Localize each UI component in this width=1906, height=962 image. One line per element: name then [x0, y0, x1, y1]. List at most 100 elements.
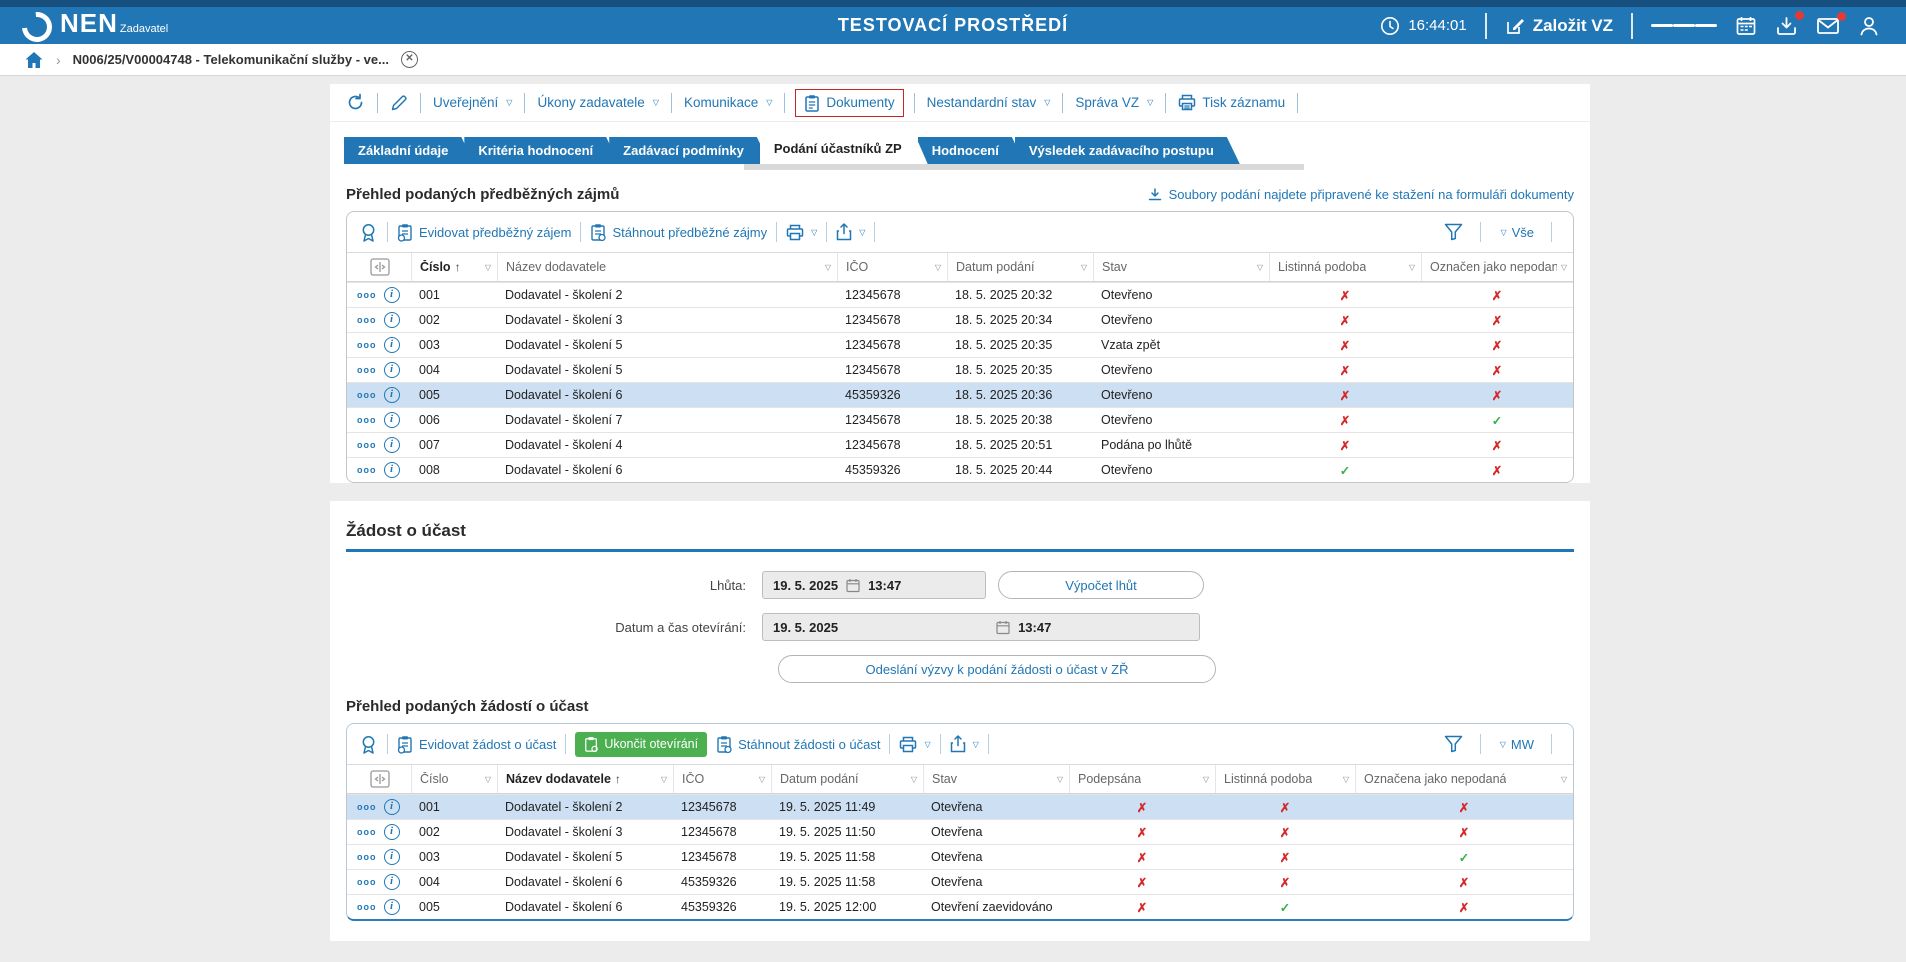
- action-bar-item[interactable]: Dokumenty: [795, 88, 904, 117]
- stahnout-zajmy-button[interactable]: Stáhnout předběžné zájmy: [590, 223, 767, 242]
- ukoncit-otevirani-button[interactable]: Ukončit otevírání: [575, 731, 708, 757]
- action-bar-item[interactable]: Úkony zadavatele ▽: [535, 91, 660, 114]
- column-filter-icon[interactable]: ▽: [1342, 774, 1349, 784]
- award-icon[interactable]: [359, 734, 378, 755]
- action-bar-item[interactable]: Komunikace ▽: [682, 91, 774, 114]
- row-info-icon[interactable]: i: [383, 874, 400, 890]
- tab[interactable]: Výsledek zadávacího postupu: [1015, 137, 1240, 164]
- row-menu-icon[interactable]: ooo: [357, 877, 377, 887]
- table1-column-header[interactable]: Listinná podoba ▽: [1269, 253, 1421, 281]
- table-row[interactable]: ooo i 007 Dodavatel - školení 4 12345678…: [347, 432, 1573, 457]
- filter-scope-selector[interactable]: ▽ MW: [1498, 737, 1534, 752]
- action-bar-item[interactable]: Nestandardní stav ▽: [925, 91, 1053, 114]
- print-table-button[interactable]: ▽: [899, 736, 931, 753]
- table-row[interactable]: ooo i 006 Dodavatel - školení 7 12345678…: [347, 407, 1573, 432]
- filter-scope-selector[interactable]: ▽ Vše: [1498, 225, 1534, 240]
- row-menu-icon[interactable]: ooo: [357, 390, 377, 400]
- download-note-link[interactable]: Soubory podání najdete připravené ke sta…: [1147, 187, 1574, 203]
- table-row[interactable]: ooo i 005 Dodavatel - školení 6 45359326…: [347, 382, 1573, 407]
- column-filter-icon[interactable]: ▽: [660, 774, 667, 784]
- nen-logo[interactable]: NEN Zadavatel: [15, 5, 168, 48]
- print-table-button[interactable]: ▽: [786, 224, 817, 241]
- refresh-button[interactable]: [344, 89, 367, 116]
- tab[interactable]: Hodnocení: [918, 137, 1025, 164]
- column-filter-icon[interactable]: ▽: [910, 774, 917, 784]
- close-tab-icon[interactable]: ✕: [400, 51, 418, 68]
- table-row[interactable]: ooo i 003 Dodavatel - školení 5 12345678…: [347, 332, 1573, 357]
- row-info-icon[interactable]: i: [383, 437, 400, 453]
- row-info-icon[interactable]: i: [383, 849, 400, 865]
- table2-column-header[interactable]: Podepsána ▽: [1069, 765, 1215, 793]
- column-filter-icon[interactable]: ▽: [1080, 262, 1087, 272]
- action-bar-item[interactable]: Uveřejnění ▽: [431, 91, 514, 114]
- row-info-icon[interactable]: i: [383, 312, 400, 328]
- tab[interactable]: Podání účastníků ZP: [760, 134, 928, 164]
- row-menu-icon[interactable]: ooo: [357, 827, 377, 837]
- row-info-icon[interactable]: i: [383, 899, 400, 915]
- evidovat-zajem-button[interactable]: Evidovat předběžný zájem: [397, 223, 571, 242]
- row-menu-icon[interactable]: ooo: [357, 315, 377, 325]
- export-table-button[interactable]: ▽: [836, 223, 865, 241]
- row-info-icon[interactable]: i: [383, 287, 400, 303]
- action-bar-item[interactable]: Správa VZ ▽: [1073, 91, 1155, 114]
- row-info-icon[interactable]: i: [383, 799, 400, 815]
- table1-column-header[interactable]: Číslo ↑ ▽: [411, 253, 497, 281]
- stahnout-zadosti-button[interactable]: Stáhnout žádosti o účast: [716, 735, 880, 754]
- table-row[interactable]: ooo i 003 Dodavatel - školení 5 12345678…: [347, 844, 1573, 869]
- row-menu-icon[interactable]: ooo: [357, 365, 377, 375]
- table2-column-header[interactable]: Číslo ▽: [411, 765, 497, 793]
- column-settings-header[interactable]: [347, 253, 411, 281]
- table-row[interactable]: ooo i 002 Dodavatel - školení 3 12345678…: [347, 819, 1573, 844]
- export-table-button[interactable]: ▽: [950, 735, 979, 753]
- award-icon[interactable]: [359, 222, 378, 243]
- user-profile-icon[interactable]: [1858, 15, 1880, 37]
- table-row[interactable]: ooo i 004 Dodavatel - školení 5 12345678…: [347, 357, 1573, 382]
- row-menu-icon[interactable]: ooo: [357, 340, 377, 350]
- downloads-icon[interactable]: [1775, 10, 1804, 37]
- messages-icon[interactable]: [1816, 11, 1846, 36]
- row-menu-icon[interactable]: ooo: [357, 802, 377, 812]
- column-filter-icon[interactable]: ▽: [1256, 262, 1263, 272]
- column-filter-icon[interactable]: ▽: [484, 262, 491, 272]
- filter-icon[interactable]: [1444, 223, 1463, 241]
- column-filter-icon[interactable]: ▽: [758, 774, 765, 784]
- column-filter-icon[interactable]: ▽: [1202, 774, 1209, 784]
- tab[interactable]: Zadávací podmínky: [609, 137, 770, 164]
- table-row[interactable]: ooo i 004 Dodavatel - školení 6 45359326…: [347, 869, 1573, 894]
- home-icon[interactable]: [24, 50, 44, 70]
- column-filter-icon[interactable]: ▽: [1056, 774, 1063, 784]
- filter-icon[interactable]: [1444, 735, 1463, 753]
- odeslani-vyzvy-button[interactable]: Odeslání výzvy k podání žádosti o účast …: [778, 655, 1216, 683]
- row-info-icon[interactable]: i: [383, 337, 400, 353]
- table1-column-header[interactable]: IČO ▽: [837, 253, 947, 281]
- column-filter-icon[interactable]: ▽: [1408, 262, 1415, 272]
- row-menu-icon[interactable]: ooo: [357, 852, 377, 862]
- tab[interactable]: Základní údaje: [344, 137, 474, 164]
- table-row[interactable]: ooo i 002 Dodavatel - školení 3 12345678…: [347, 307, 1573, 332]
- table1-column-header[interactable]: Datum podání ▽: [947, 253, 1093, 281]
- lhuta-input-group[interactable]: 19. 5. 2025 13:47: [762, 571, 986, 599]
- table2-column-header[interactable]: Název dodavatele ↑ ▽: [497, 765, 673, 793]
- column-filter-icon[interactable]: ▽: [824, 262, 831, 272]
- row-info-icon[interactable]: i: [383, 412, 400, 428]
- calendar-icon[interactable]: [1735, 15, 1757, 37]
- row-menu-icon[interactable]: ooo: [357, 440, 377, 450]
- column-filter-icon[interactable]: ▽: [934, 262, 941, 272]
- row-menu-icon[interactable]: ooo: [357, 465, 377, 475]
- row-info-icon[interactable]: i: [383, 387, 400, 403]
- otevirani-input-group[interactable]: 19. 5. 2025 13:47: [762, 613, 1200, 641]
- table1-column-header[interactable]: Název dodavatele ▽: [497, 253, 837, 281]
- row-info-icon[interactable]: i: [383, 462, 400, 478]
- menu-icon[interactable]: [1651, 21, 1717, 30]
- column-filter-icon[interactable]: ▽: [1560, 262, 1567, 272]
- row-menu-icon[interactable]: ooo: [357, 902, 377, 912]
- table-row[interactable]: ooo i 008 Dodavatel - školení 6 45359326…: [347, 457, 1573, 482]
- table-row[interactable]: ooo i 001 Dodavatel - školení 2 12345678…: [347, 794, 1573, 819]
- create-vz-button[interactable]: Založit VZ: [1505, 16, 1613, 36]
- tab[interactable]: Kritéria hodnocení: [464, 137, 619, 164]
- evidovat-zadost-button[interactable]: Evidovat žádost o účast: [397, 735, 556, 754]
- table-row[interactable]: ooo i 005 Dodavatel - školení 6 45359326…: [347, 894, 1573, 919]
- table2-column-header[interactable]: Listinná podoba ▽: [1215, 765, 1355, 793]
- row-menu-icon[interactable]: ooo: [357, 415, 377, 425]
- table2-column-header[interactable]: IČO ▽: [673, 765, 771, 793]
